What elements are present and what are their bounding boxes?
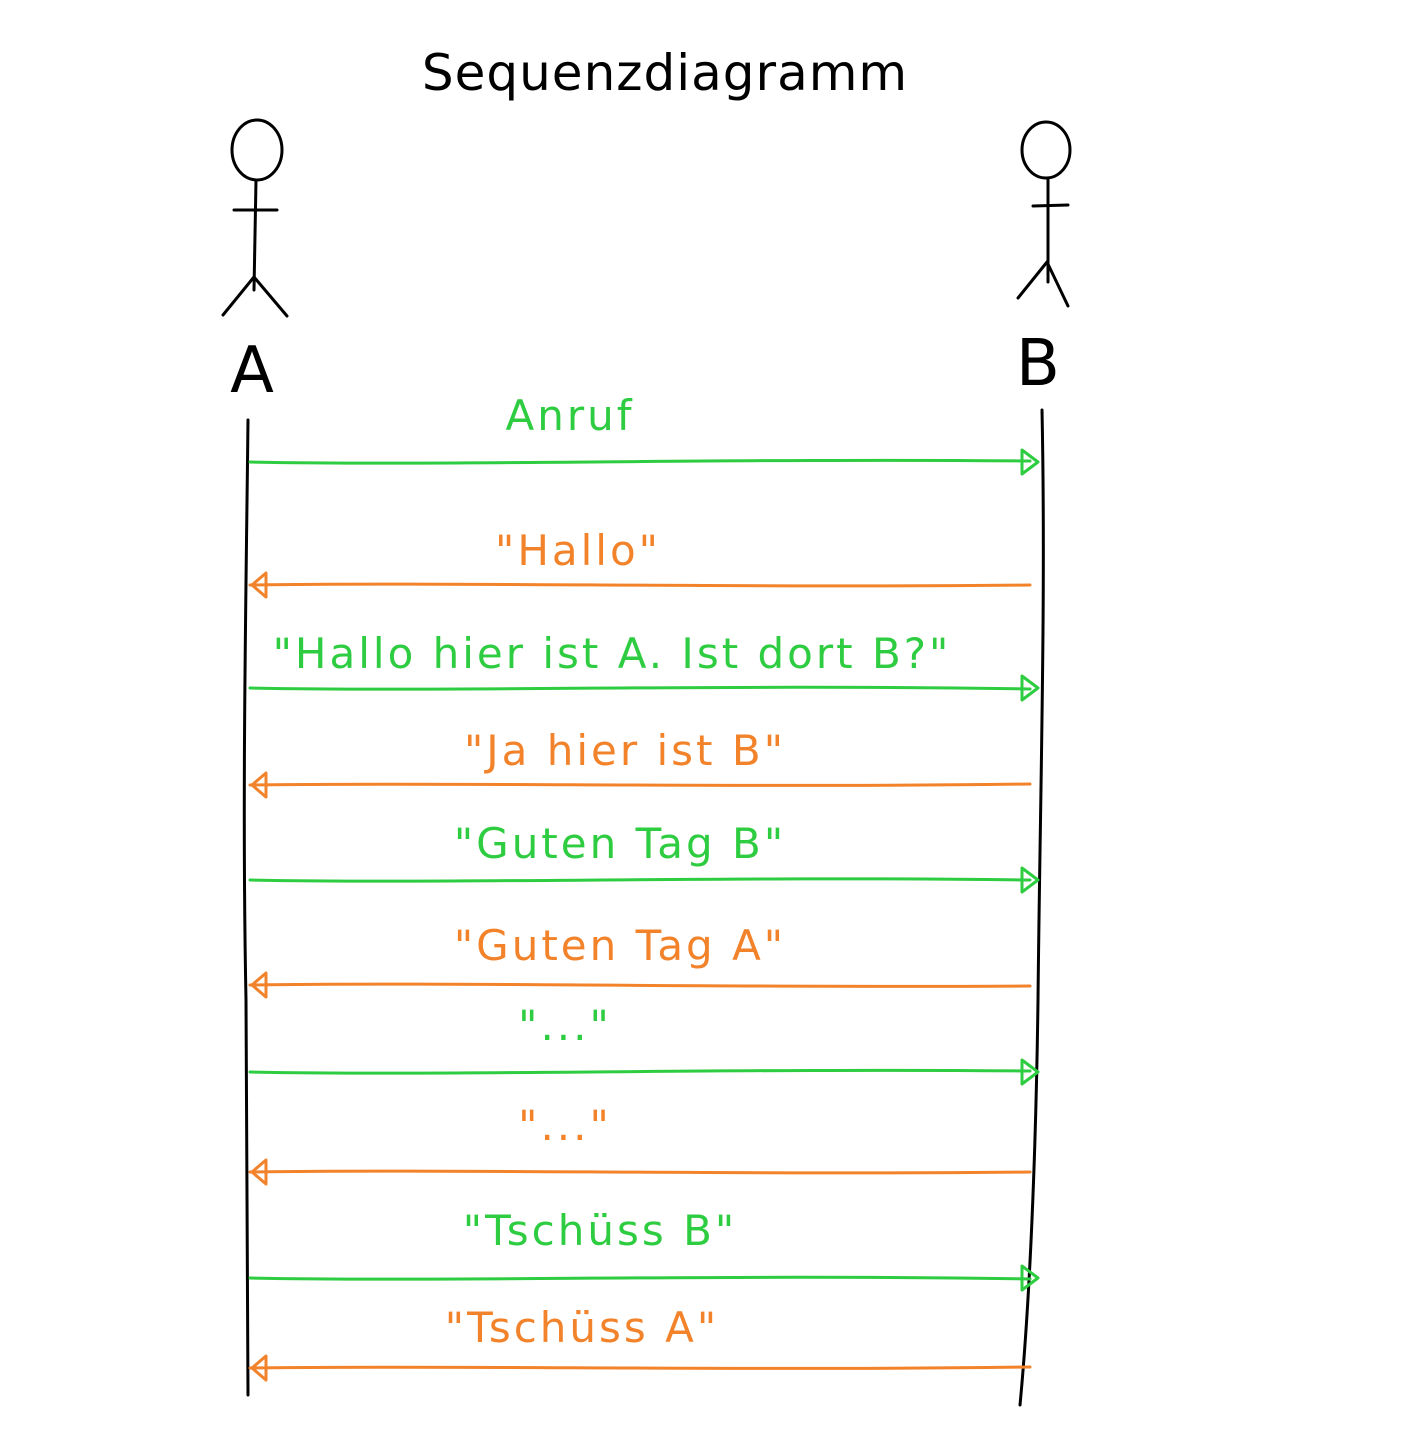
message-arrowhead <box>250 971 268 999</box>
message-arrowhead <box>1020 674 1040 702</box>
actor-b-label: B <box>1016 327 1060 401</box>
message-arrow-line <box>248 782 1032 787</box>
message-8: "..." <box>248 1101 1032 1186</box>
message-5: "Guten Tag B" <box>248 819 1040 894</box>
message-arrowhead <box>250 771 268 799</box>
message-9: "Tschüss B" <box>248 1206 1040 1292</box>
message-label: "Guten Tag A" <box>454 921 786 970</box>
message-arrow-line <box>248 458 1032 465</box>
message-arrow-line <box>248 877 1032 883</box>
message-arrowhead <box>1020 1264 1040 1292</box>
actor-b-figure <box>1016 120 1072 308</box>
message-label: "Hallo hier ist A. Ist dort B?" <box>273 629 952 678</box>
message-3: "Hallo hier ist A. Ist dort B?" <box>248 629 1040 702</box>
message-label: Anruf <box>505 391 634 440</box>
message-arrowhead <box>1020 1058 1040 1086</box>
message-label: "Tschüss B" <box>463 1206 737 1255</box>
diagram-title: Sequenzdiagramm <box>422 44 908 102</box>
message-arrow-line <box>248 582 1032 588</box>
message-label: "Ja hier ist B" <box>464 726 786 775</box>
actor-b-head <box>1020 120 1072 180</box>
lifeline-a <box>242 418 250 1397</box>
message-arrowhead <box>1020 448 1040 476</box>
message-6: "Guten Tag A" <box>248 921 1032 999</box>
message-arrow-line <box>248 1068 1032 1075</box>
message-arrowhead <box>1020 866 1040 894</box>
message-1: Anruf <box>248 391 1040 476</box>
actor-a-legs <box>221 275 289 318</box>
message-arrow-line <box>248 982 1032 988</box>
message-arrowhead <box>250 571 268 599</box>
actor-a-label: A <box>230 334 274 408</box>
message-arrow-line <box>248 1169 1032 1175</box>
actor-b-legs <box>1016 260 1070 308</box>
message-label: "Guten Tag B" <box>454 819 786 868</box>
message-10: "Tschüss A" <box>248 1303 1032 1382</box>
message-arrow-line <box>248 685 1032 691</box>
message-label: "..." <box>518 1101 612 1150</box>
message-7: "..." <box>248 1001 1040 1086</box>
message-label: "..." <box>518 1001 612 1050</box>
message-label: "Hallo" <box>495 526 661 575</box>
actor-a-figure <box>221 118 289 318</box>
message-arrowhead <box>250 1354 268 1382</box>
lifeline-b <box>1018 408 1045 1407</box>
messages-group: Anruf "Hallo" "Hallo hier ist A. Ist dort … <box>248 391 1040 1382</box>
message-arrow-line <box>248 1365 1032 1370</box>
message-arrowhead <box>250 1158 268 1186</box>
actor-a-head <box>230 118 284 182</box>
message-arrow-line <box>248 1275 1032 1281</box>
message-label: "Tschüss A" <box>445 1303 719 1352</box>
actor-b-arms <box>1031 203 1070 208</box>
actor-a-body <box>252 178 258 292</box>
message-2: "Hallo" <box>248 526 1032 599</box>
message-4: "Ja hier ist B" <box>248 726 1032 799</box>
